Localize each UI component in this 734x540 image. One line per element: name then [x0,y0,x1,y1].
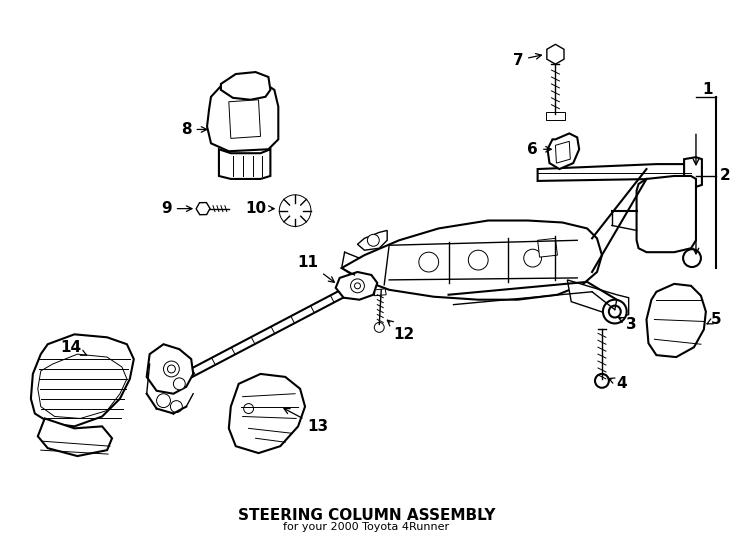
Polygon shape [175,286,352,384]
Text: 9: 9 [161,201,192,216]
Circle shape [595,374,609,388]
Polygon shape [537,164,691,181]
Circle shape [468,250,488,270]
Circle shape [164,361,179,377]
Polygon shape [38,354,127,418]
Circle shape [170,401,182,413]
Circle shape [351,279,364,293]
Polygon shape [341,220,602,300]
Text: 7: 7 [512,53,542,68]
Text: 6: 6 [527,142,551,157]
Circle shape [524,249,542,267]
Text: 10: 10 [245,201,274,216]
Polygon shape [556,141,570,163]
Text: 12: 12 [388,320,415,342]
Polygon shape [537,238,557,257]
Polygon shape [31,334,134,427]
Polygon shape [374,289,386,296]
Circle shape [244,403,253,414]
Text: STEERING COLUMN ASSEMBLY: STEERING COLUMN ASSEMBLY [238,508,495,523]
Polygon shape [684,157,702,187]
Circle shape [374,322,384,332]
Text: 1: 1 [702,83,713,97]
Polygon shape [229,100,261,138]
Polygon shape [567,280,628,318]
Circle shape [683,249,701,267]
Text: 3: 3 [619,317,637,332]
Polygon shape [548,133,579,169]
Text: 13: 13 [284,409,328,434]
Circle shape [173,378,185,390]
Text: 5: 5 [707,312,721,327]
Polygon shape [357,231,387,250]
Polygon shape [219,149,270,179]
Circle shape [368,234,379,246]
Text: 8: 8 [181,122,207,137]
Circle shape [280,195,311,226]
Circle shape [287,202,303,219]
Circle shape [355,283,360,289]
Text: for your 2000 Toyota 4Runner: for your 2000 Toyota 4Runner [283,522,449,532]
Polygon shape [636,176,696,252]
Polygon shape [229,374,305,453]
Text: 2: 2 [720,168,730,184]
Polygon shape [545,112,565,119]
Polygon shape [207,82,278,151]
Circle shape [156,394,170,408]
Text: 14: 14 [60,340,87,355]
Text: 4: 4 [608,376,627,392]
Circle shape [603,300,627,323]
Circle shape [167,365,175,373]
Polygon shape [38,418,112,456]
Polygon shape [647,284,706,357]
Text: 11: 11 [297,254,335,282]
Polygon shape [221,72,270,100]
Circle shape [419,252,439,272]
Polygon shape [335,272,377,300]
Polygon shape [147,344,193,394]
Circle shape [609,306,621,318]
